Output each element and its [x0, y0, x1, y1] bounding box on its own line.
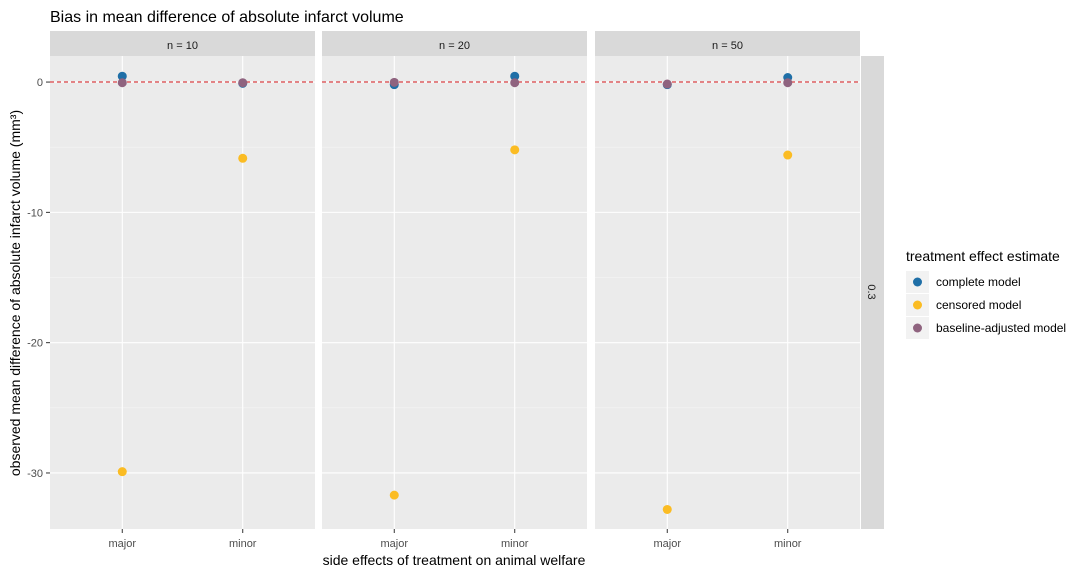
legend-title: treatment effect estimate [906, 248, 1060, 264]
data-point [389, 77, 399, 87]
facet-panel: n = 10 major minor [50, 31, 315, 550]
legend-swatch [913, 277, 922, 287]
row-strip-label: 0.3 [865, 284, 877, 299]
legend-label: complete model [936, 275, 1021, 289]
facet-strip [50, 31, 315, 56]
data-point [117, 467, 127, 477]
legend-swatch [913, 323, 922, 333]
facet-panel: n = 50 major minor [595, 31, 860, 550]
panel-background [322, 56, 587, 529]
facet-strip-label: n = 10 [167, 40, 198, 52]
x-tick-label: minor [774, 538, 802, 550]
legend-label: censored model [936, 298, 1021, 312]
data-point [510, 71, 520, 81]
data-point [389, 490, 399, 500]
facet-panel: n = 20 major minor [322, 31, 587, 550]
x-tick-label: major [654, 538, 682, 550]
row-strip: 0.3 [861, 56, 884, 529]
data-point [238, 78, 248, 88]
x-tick-label: minor [501, 538, 529, 550]
panel-background [50, 56, 315, 529]
facet-strip-label: n = 20 [439, 40, 470, 52]
chart-title: Bias in mean difference of absolute infa… [50, 9, 404, 26]
data-point [783, 78, 793, 88]
legend: treatment effect estimate complete model… [906, 248, 1066, 339]
facet-panels: n = 10 major minor n = 20 major minor n = 50 ma… [27, 31, 860, 550]
y-tick-label: -10 [27, 207, 43, 219]
legend-label: baseline-adjusted model [936, 321, 1066, 335]
y-tick-label: -30 [27, 468, 43, 480]
data-point [510, 145, 520, 155]
data-point [117, 71, 127, 81]
data-point [662, 504, 672, 514]
y-tick-label: -20 [27, 338, 43, 350]
x-tick-label: major [381, 538, 409, 550]
legend-swatch [913, 300, 922, 310]
data-point [117, 78, 127, 88]
facet-strip [322, 31, 587, 56]
data-point [238, 153, 248, 163]
facet-strip-label: n = 50 [712, 40, 743, 52]
y-axis-title: observed mean difference of absolute inf… [7, 110, 23, 476]
row-strip-background [861, 56, 884, 529]
x-tick-label: minor [229, 538, 257, 550]
panel-background [595, 56, 860, 529]
x-tick-label: major [109, 538, 137, 550]
x-axis-title: side effects of treatment on animal welf… [323, 552, 586, 568]
facet-strip [595, 31, 860, 56]
y-tick-label: 0 [37, 77, 43, 89]
data-point [783, 150, 793, 160]
data-point [510, 78, 520, 88]
data-point [662, 79, 672, 89]
